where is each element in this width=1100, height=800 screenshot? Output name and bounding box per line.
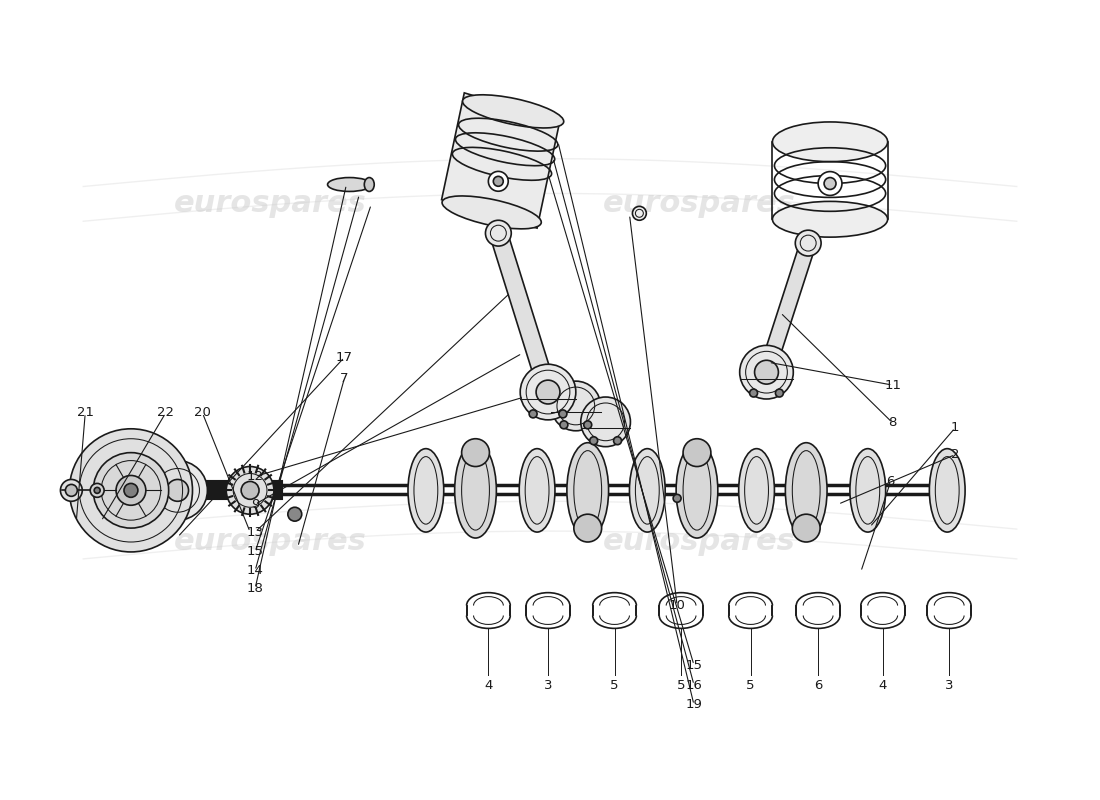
Text: 10: 10 [669, 599, 685, 612]
Circle shape [749, 389, 758, 397]
Text: 12: 12 [246, 470, 264, 483]
Circle shape [60, 479, 82, 502]
Circle shape [551, 381, 601, 430]
Text: 3: 3 [945, 678, 954, 691]
Circle shape [241, 482, 258, 499]
Text: 17: 17 [336, 350, 353, 364]
Text: 4: 4 [484, 678, 493, 691]
Text: 7: 7 [340, 372, 349, 385]
Circle shape [288, 507, 301, 521]
Circle shape [673, 494, 681, 502]
Text: 14: 14 [246, 564, 264, 578]
Circle shape [227, 466, 274, 514]
Circle shape [147, 461, 208, 520]
Circle shape [614, 437, 622, 445]
Ellipse shape [574, 514, 602, 542]
Circle shape [485, 220, 512, 246]
Circle shape [493, 176, 503, 186]
Text: 5: 5 [746, 678, 755, 691]
Circle shape [584, 421, 592, 429]
Ellipse shape [792, 514, 821, 542]
Text: 18: 18 [246, 582, 264, 595]
Circle shape [95, 487, 100, 494]
Circle shape [776, 389, 783, 397]
Text: 4: 4 [879, 678, 887, 691]
Text: 11: 11 [884, 378, 901, 392]
Ellipse shape [785, 442, 827, 538]
Ellipse shape [328, 178, 372, 191]
Circle shape [739, 346, 793, 399]
Text: 9: 9 [251, 498, 260, 510]
Circle shape [590, 437, 597, 445]
Circle shape [167, 479, 188, 502]
Text: 16: 16 [685, 678, 703, 691]
Ellipse shape [739, 449, 774, 532]
Ellipse shape [519, 449, 556, 532]
Circle shape [755, 360, 779, 384]
Text: eurospares: eurospares [603, 189, 795, 218]
Circle shape [632, 206, 647, 220]
Circle shape [824, 178, 836, 190]
Text: 19: 19 [685, 698, 703, 711]
Ellipse shape [629, 449, 666, 532]
Circle shape [818, 171, 842, 195]
Circle shape [69, 429, 192, 552]
Ellipse shape [772, 122, 888, 162]
Text: 6: 6 [814, 678, 823, 691]
Circle shape [488, 171, 508, 191]
Ellipse shape [463, 94, 563, 128]
Ellipse shape [408, 449, 443, 532]
Circle shape [529, 410, 537, 418]
Text: 1: 1 [950, 422, 959, 434]
Text: 8: 8 [889, 416, 896, 430]
Circle shape [559, 410, 566, 418]
Circle shape [90, 483, 104, 498]
Ellipse shape [566, 442, 608, 538]
Ellipse shape [850, 449, 886, 532]
Polygon shape [441, 93, 560, 228]
Circle shape [581, 397, 630, 446]
Circle shape [94, 453, 168, 528]
Text: 6: 6 [887, 475, 894, 488]
Circle shape [116, 475, 146, 506]
Ellipse shape [442, 196, 541, 229]
Ellipse shape [676, 442, 718, 538]
Circle shape [536, 380, 560, 404]
Text: 3: 3 [543, 678, 552, 691]
Text: 5: 5 [610, 678, 619, 691]
Circle shape [795, 230, 821, 256]
Circle shape [124, 483, 138, 498]
Ellipse shape [930, 449, 965, 532]
Text: 2: 2 [950, 448, 959, 461]
Text: eurospares: eurospares [174, 189, 366, 218]
Text: 15: 15 [685, 658, 703, 672]
Circle shape [65, 485, 77, 496]
Ellipse shape [772, 202, 888, 237]
Polygon shape [490, 230, 557, 394]
Text: 13: 13 [246, 526, 264, 538]
Text: 5: 5 [676, 678, 685, 691]
Text: 15: 15 [246, 546, 264, 558]
Text: eurospares: eurospares [174, 526, 366, 555]
Text: eurospares: eurospares [603, 526, 795, 555]
Text: 21: 21 [77, 406, 94, 419]
Ellipse shape [683, 438, 711, 466]
Circle shape [520, 364, 575, 420]
Polygon shape [759, 241, 816, 374]
Text: 22: 22 [157, 406, 174, 419]
Ellipse shape [462, 438, 490, 466]
Polygon shape [183, 486, 277, 494]
Text: 20: 20 [194, 406, 211, 419]
Circle shape [560, 421, 568, 429]
Ellipse shape [364, 178, 374, 191]
Ellipse shape [454, 442, 496, 538]
